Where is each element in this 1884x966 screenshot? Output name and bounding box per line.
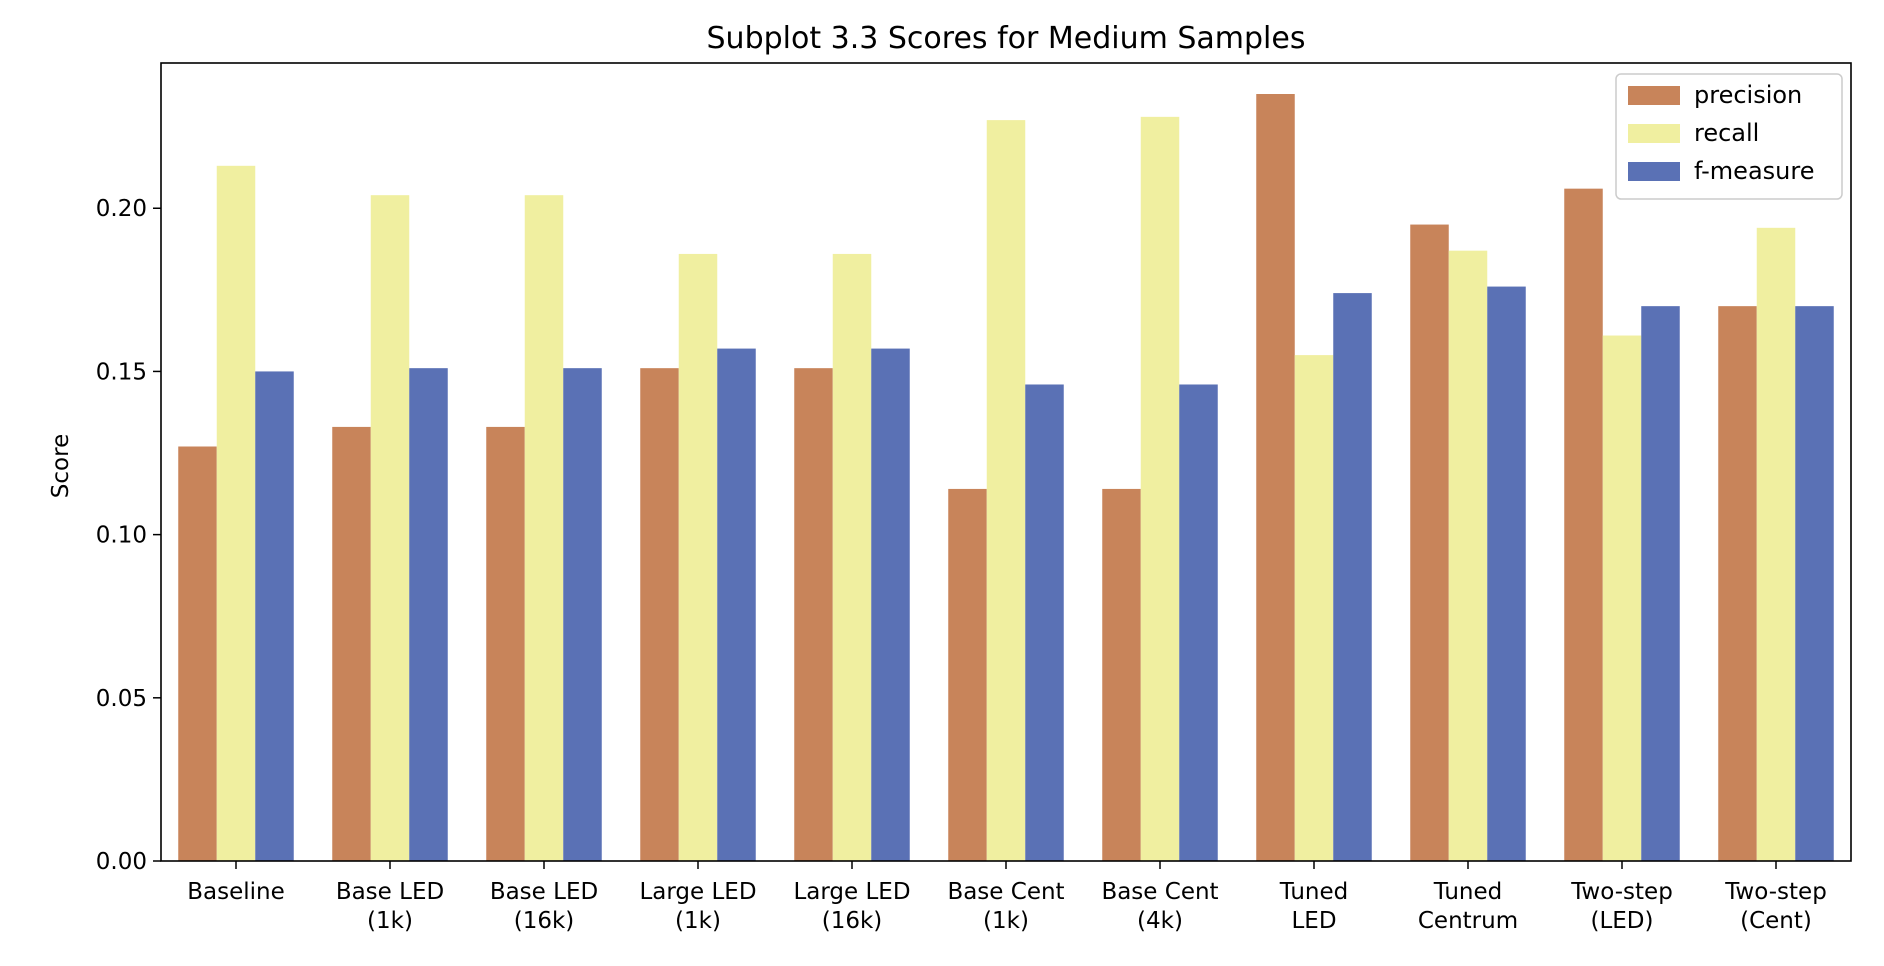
bar-recall-2	[524, 195, 564, 861]
x-axis: Baseline Base LED (1k) Base LED (16k) Large L…	[187, 861, 1827, 934]
bar-recall-5	[986, 120, 1026, 861]
x-tick-label: Base LED	[490, 879, 598, 905]
y-tick-label: 0.10	[96, 523, 147, 549]
bar-precision-3	[640, 368, 679, 861]
bar-recall-7	[1294, 355, 1334, 861]
bar-precision-5	[948, 488, 987, 861]
x-tick-label: (1k)	[675, 908, 721, 934]
bar-recall-4	[832, 253, 872, 862]
plot-frame	[160, 62, 1852, 862]
bar-f-measure-0	[255, 371, 294, 861]
bar-recall-6	[1140, 116, 1180, 861]
x-tick-label: Baseline	[187, 879, 285, 905]
x-tick-label: Centrum	[1418, 908, 1518, 934]
bar-recall-8	[1448, 250, 1488, 862]
legend-label-precision: precision	[1694, 81, 1802, 109]
bar-f-measure-9	[1641, 306, 1680, 861]
bar-precision-6	[1102, 488, 1141, 861]
x-tick-label: (Cent)	[1740, 908, 1812, 934]
x-tick-label: Base Cent	[1101, 879, 1218, 905]
bars-group	[178, 94, 1834, 862]
x-tick-label: (4k)	[1137, 908, 1183, 934]
bar-f-measure-4	[871, 348, 910, 861]
y-axis-label: Score	[48, 434, 74, 498]
legend-label-f-measure: f-measure	[1694, 157, 1814, 185]
bar-f-measure-5	[1025, 384, 1064, 861]
bar-precision-0	[178, 446, 217, 861]
legend-swatch-f-measure	[1628, 162, 1680, 181]
bar-f-measure-7	[1333, 293, 1372, 861]
x-tick-label: Large LED	[793, 879, 910, 905]
bar-precision-4	[794, 368, 833, 861]
bar-recall-1	[370, 195, 410, 861]
legend-swatch-recall	[1628, 124, 1680, 143]
bar-f-measure-1	[409, 368, 448, 861]
y-tick-label: 0.15	[96, 359, 147, 385]
x-tick-label: LED	[1291, 908, 1336, 934]
legend-label-recall: recall	[1694, 119, 1759, 147]
x-tick-label: Tuned	[1433, 879, 1502, 905]
x-tick-label: (1k)	[983, 908, 1029, 934]
x-tick-label: Two-step	[1570, 879, 1673, 905]
bar-f-measure-6	[1179, 384, 1218, 861]
bar-precision-7	[1256, 94, 1295, 862]
x-tick-label: (1k)	[367, 908, 413, 934]
bar-precision-8	[1410, 224, 1449, 861]
x-tick-label: Base LED	[336, 879, 444, 905]
x-tick-label: (16k)	[822, 908, 883, 934]
bar-recall-0	[216, 165, 256, 861]
bar-recall-9	[1602, 335, 1642, 862]
bar-f-measure-2	[563, 368, 602, 861]
bar-precision-2	[486, 426, 525, 861]
y-tick-label: 0.20	[96, 196, 147, 222]
x-tick-label: Large LED	[639, 879, 756, 905]
bar-f-measure-8	[1487, 286, 1526, 861]
bar-recall-3	[678, 253, 718, 862]
y-axis: 0.00 0.05 0.10 0.15 0.20	[96, 196, 161, 875]
bar-precision-9	[1564, 188, 1603, 862]
bar-f-measure-10	[1795, 306, 1834, 861]
legend-swatch-precision	[1628, 86, 1680, 105]
bar-precision-1	[332, 426, 371, 861]
x-tick-label: Tuned	[1279, 879, 1348, 905]
y-tick-label: 0.05	[96, 686, 147, 712]
x-tick-label: (LED)	[1590, 908, 1653, 934]
bar-precision-10	[1718, 306, 1757, 861]
bar-f-measure-3	[717, 348, 756, 861]
legend: precision recall f-measure	[1615, 73, 1843, 200]
x-tick-label: Two-step	[1724, 879, 1827, 905]
y-tick-label: 0.00	[96, 849, 147, 875]
bar-recall-10	[1756, 227, 1796, 861]
x-tick-label: (16k)	[514, 908, 575, 934]
chart-title: Subplot 3.3 Scores for Medium Samples	[707, 21, 1306, 56]
x-tick-label: Base Cent	[947, 879, 1064, 905]
